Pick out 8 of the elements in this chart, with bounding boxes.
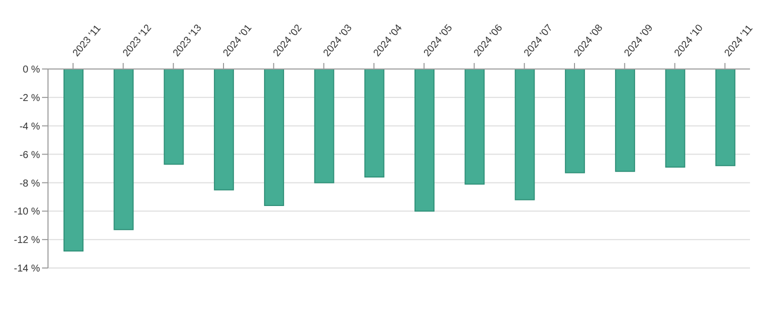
y-tick-label: -10 %	[14, 206, 40, 218]
y-tick-label: -14 %	[14, 264, 40, 275]
y-tick-label: -6 %	[19, 150, 40, 161]
y-tick-label: -2 %	[19, 92, 40, 104]
y-tick-label: -4 %	[19, 121, 40, 132]
y-tick-label: -8 %	[19, 178, 40, 190]
y-tick-label: -12 %	[14, 235, 40, 246]
y-tick-label: 0 %	[22, 64, 40, 76]
